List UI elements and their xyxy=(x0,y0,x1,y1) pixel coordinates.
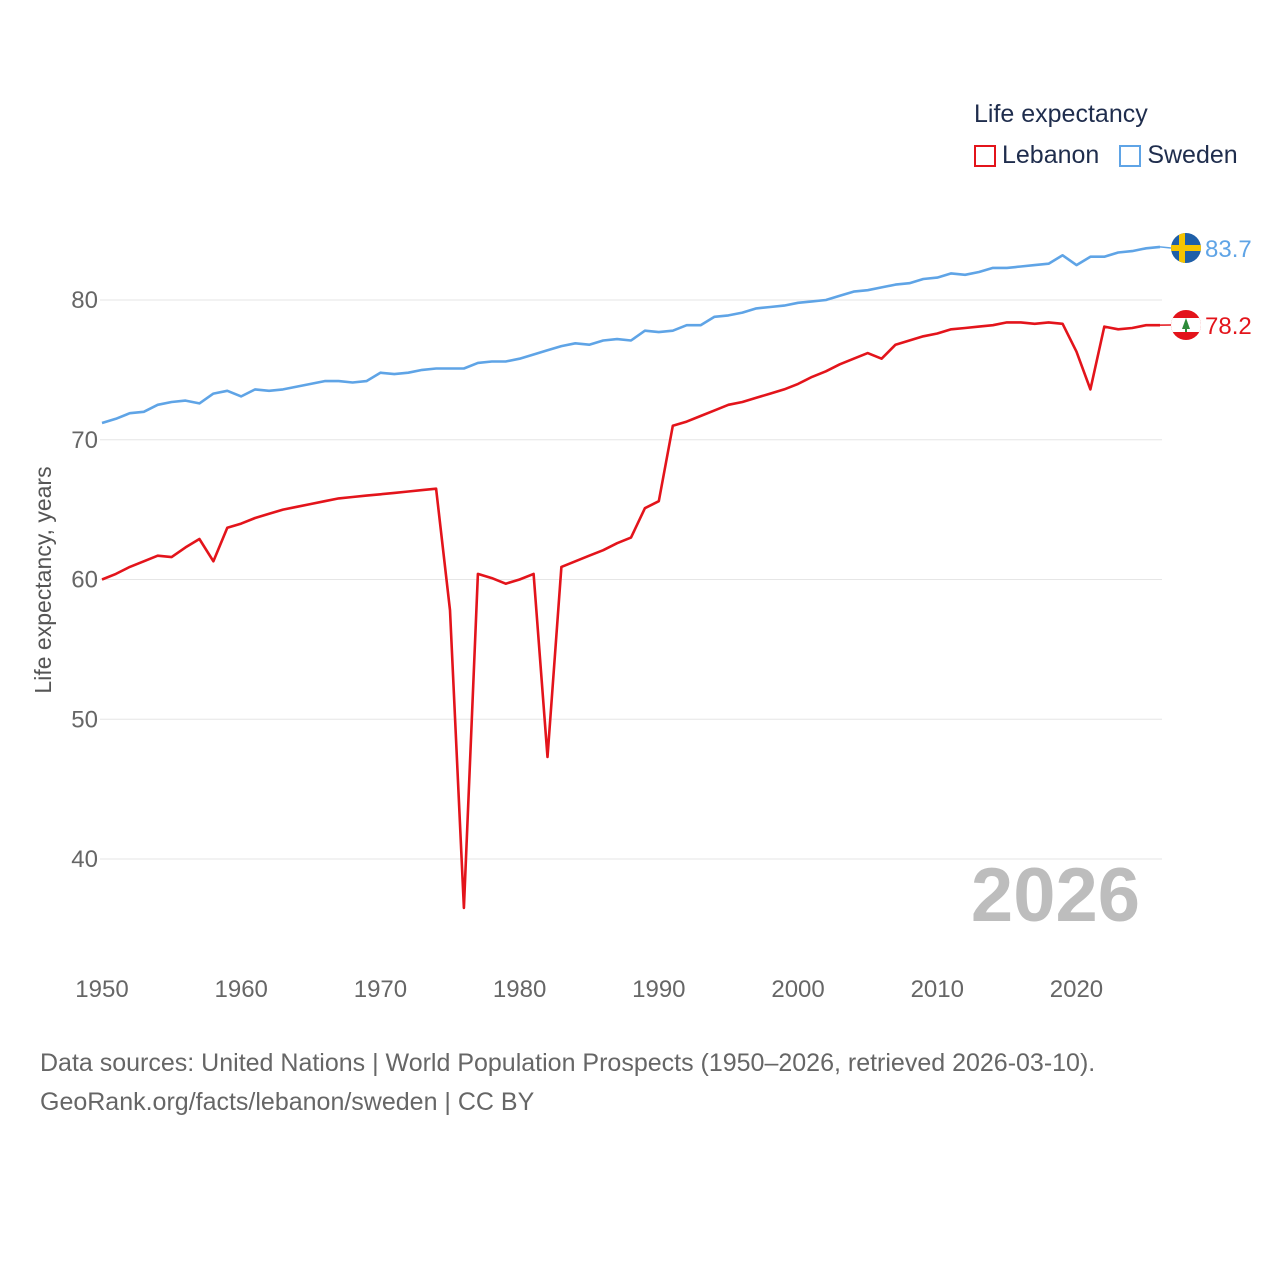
y-tick-label: 70 xyxy=(71,427,98,454)
x-tick-label: 1990 xyxy=(632,976,685,1003)
legend-title: Life expectancy xyxy=(974,100,1148,128)
gridlines xyxy=(100,299,1162,860)
legend-swatch-lebanon xyxy=(974,144,996,167)
y-tick-label: 40 xyxy=(71,846,98,873)
end-connector-sweden xyxy=(1159,246,1172,249)
end-value-lebanon: 78.2 xyxy=(1205,313,1252,340)
x-tick-label: 1960 xyxy=(215,976,268,1003)
y-axis-ticks: 40 50 60 70 80 xyxy=(71,287,98,873)
legend-label-lebanon: Lebanon xyxy=(1002,141,1100,169)
data-sources-text: Data sources: United Nations | World Pop… xyxy=(40,1049,1096,1077)
x-tick-label: 2010 xyxy=(911,976,964,1003)
y-tick-label: 50 xyxy=(71,706,98,733)
series-line-sweden[interactable] xyxy=(101,245,1161,425)
x-tick-label: 2000 xyxy=(771,976,824,1003)
series-line-lebanon[interactable] xyxy=(101,321,1160,910)
y-tick-label: 60 xyxy=(71,567,98,594)
footer: Data sources: United Nations | World Pop… xyxy=(40,1044,1095,1122)
x-axis-ticks: 1950 1960 1970 1980 1990 2000 2010 2020 xyxy=(75,976,1103,1003)
x-tick-label: 1980 xyxy=(493,976,546,1003)
y-tick-label: 80 xyxy=(71,287,98,314)
line-chart: 40 50 60 70 80 1950 1960 1970 1980 1990 2000 2010 2… xyxy=(30,233,1252,1003)
source-url-text: GeoRank.org/facts/lebanon/sweden | CC BY xyxy=(40,1088,535,1116)
legend-swatch-sweden xyxy=(1119,144,1142,167)
end-value-sweden: 83.7 xyxy=(1205,236,1252,263)
x-tick-label: 2020 xyxy=(1050,976,1103,1003)
end-labels: 78.2 83.7 xyxy=(1205,236,1252,340)
sweden-flag-icon xyxy=(1171,233,1201,263)
legend-item-lebanon[interactable]: Lebanon xyxy=(974,141,1099,170)
legend: Life expectancy Lebanon Sweden xyxy=(974,100,1258,170)
x-tick-label: 1970 xyxy=(354,976,407,1003)
series-lines xyxy=(101,245,1172,910)
x-tick-label: 1950 xyxy=(75,976,128,1003)
y-axis-title: Life expectancy, years xyxy=(30,466,56,693)
end-markers xyxy=(1171,233,1201,340)
lebanon-flag-icon xyxy=(1171,310,1201,340)
legend-label-sweden: Sweden xyxy=(1147,141,1238,169)
year-watermark: 2026 xyxy=(971,853,1140,938)
legend-item-sweden[interactable]: Sweden xyxy=(1119,141,1238,170)
